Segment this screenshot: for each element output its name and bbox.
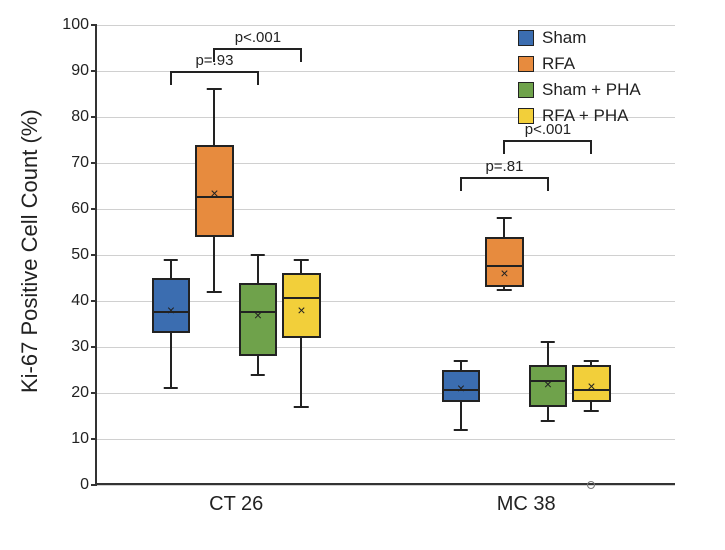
- legend-item: RFA + PHA: [518, 106, 641, 126]
- whisker-cap: [294, 259, 309, 261]
- whisker-cap: [251, 374, 266, 376]
- legend-label: Sham + PHA: [542, 80, 641, 100]
- legend-label: RFA: [542, 54, 575, 74]
- whisker: [503, 218, 505, 236]
- gridline: [97, 209, 675, 210]
- whisker-cap: [251, 254, 266, 256]
- ytick-label: 40: [71, 292, 97, 310]
- significance-bar: [461, 177, 548, 179]
- mean-mark: ×: [457, 381, 465, 395]
- legend-swatch: [518, 108, 534, 124]
- significance-tick: [213, 48, 215, 62]
- significance-tick: [170, 71, 172, 85]
- y-axis-label: Ki-67 Positive Cell Count (%): [17, 133, 43, 393]
- legend-swatch: [518, 30, 534, 46]
- whisker: [213, 237, 215, 292]
- significance-label: p=.81: [485, 158, 523, 175]
- ytick-label: 100: [62, 16, 97, 34]
- whisker-cap: [541, 341, 556, 343]
- ytick-label: 10: [71, 430, 97, 448]
- gridline: [97, 25, 675, 26]
- whisker-cap: [294, 406, 309, 408]
- mean-mark: ×: [500, 266, 508, 280]
- whisker-cap: [541, 420, 556, 422]
- boxplot-figure: Ki-67 Positive Cell Count (%) 0 10 20 30 40 5…: [0, 0, 725, 550]
- legend-item: Sham: [518, 28, 641, 48]
- significance-tick: [300, 48, 302, 62]
- outlier-point: [587, 481, 595, 489]
- legend-swatch: [518, 82, 534, 98]
- gridline: [97, 163, 675, 164]
- whisker-cap: [584, 360, 599, 362]
- whisker: [300, 260, 302, 274]
- whisker: [460, 361, 462, 370]
- xtick-label: MC 38: [497, 483, 556, 516]
- mean-mark: ×: [297, 303, 305, 317]
- ytick-label: 20: [71, 384, 97, 402]
- gridline: [97, 347, 675, 348]
- significance-bar: [171, 71, 258, 73]
- whisker-cap: [164, 259, 179, 261]
- whisker: [213, 89, 215, 144]
- legend-label: Sham: [542, 28, 586, 48]
- whisker-cap: [497, 217, 512, 219]
- ytick-label: 70: [71, 154, 97, 172]
- significance-tick: [460, 177, 462, 191]
- ytick-label: 80: [71, 108, 97, 126]
- whisker: [300, 338, 302, 407]
- legend-swatch: [518, 56, 534, 72]
- whisker-cap: [207, 291, 222, 293]
- significance-tick: [590, 140, 592, 154]
- ytick-label: 30: [71, 338, 97, 356]
- significance-tick: [547, 177, 549, 191]
- mean-mark: ×: [254, 308, 262, 322]
- whisker: [547, 342, 549, 365]
- whisker: [257, 255, 259, 283]
- gridline: [97, 255, 675, 256]
- mean-mark: ×: [587, 379, 595, 393]
- ytick-label: 50: [71, 246, 97, 264]
- whisker-cap: [207, 88, 222, 90]
- whisker: [257, 356, 259, 374]
- whisker-cap: [164, 387, 179, 389]
- mean-mark: ×: [544, 377, 552, 391]
- whisker-cap: [584, 410, 599, 412]
- significance-bar: [214, 48, 301, 50]
- ytick-label: 60: [71, 200, 97, 218]
- whisker-cap: [454, 360, 469, 362]
- median-line: [282, 297, 320, 299]
- gridline: [97, 439, 675, 440]
- significance-tick: [257, 71, 259, 85]
- whisker-cap: [497, 289, 512, 291]
- ytick-label: 0: [80, 476, 97, 494]
- legend: Sham RFA Sham + PHA RFA + PHA: [518, 28, 641, 132]
- mean-mark: ×: [167, 303, 175, 317]
- whisker: [460, 402, 462, 430]
- mean-mark: ×: [210, 186, 218, 200]
- ytick-label: 90: [71, 62, 97, 80]
- whisker: [170, 333, 172, 388]
- whisker-cap: [454, 429, 469, 431]
- legend-item: RFA: [518, 54, 641, 74]
- xtick-label: CT 26: [209, 483, 263, 516]
- significance-label: p<.001: [235, 29, 281, 46]
- significance-tick: [503, 140, 505, 154]
- legend-label: RFA + PHA: [542, 106, 628, 126]
- significance-bar: [504, 140, 591, 142]
- whisker: [547, 407, 549, 421]
- legend-item: Sham + PHA: [518, 80, 641, 100]
- whisker: [170, 260, 172, 278]
